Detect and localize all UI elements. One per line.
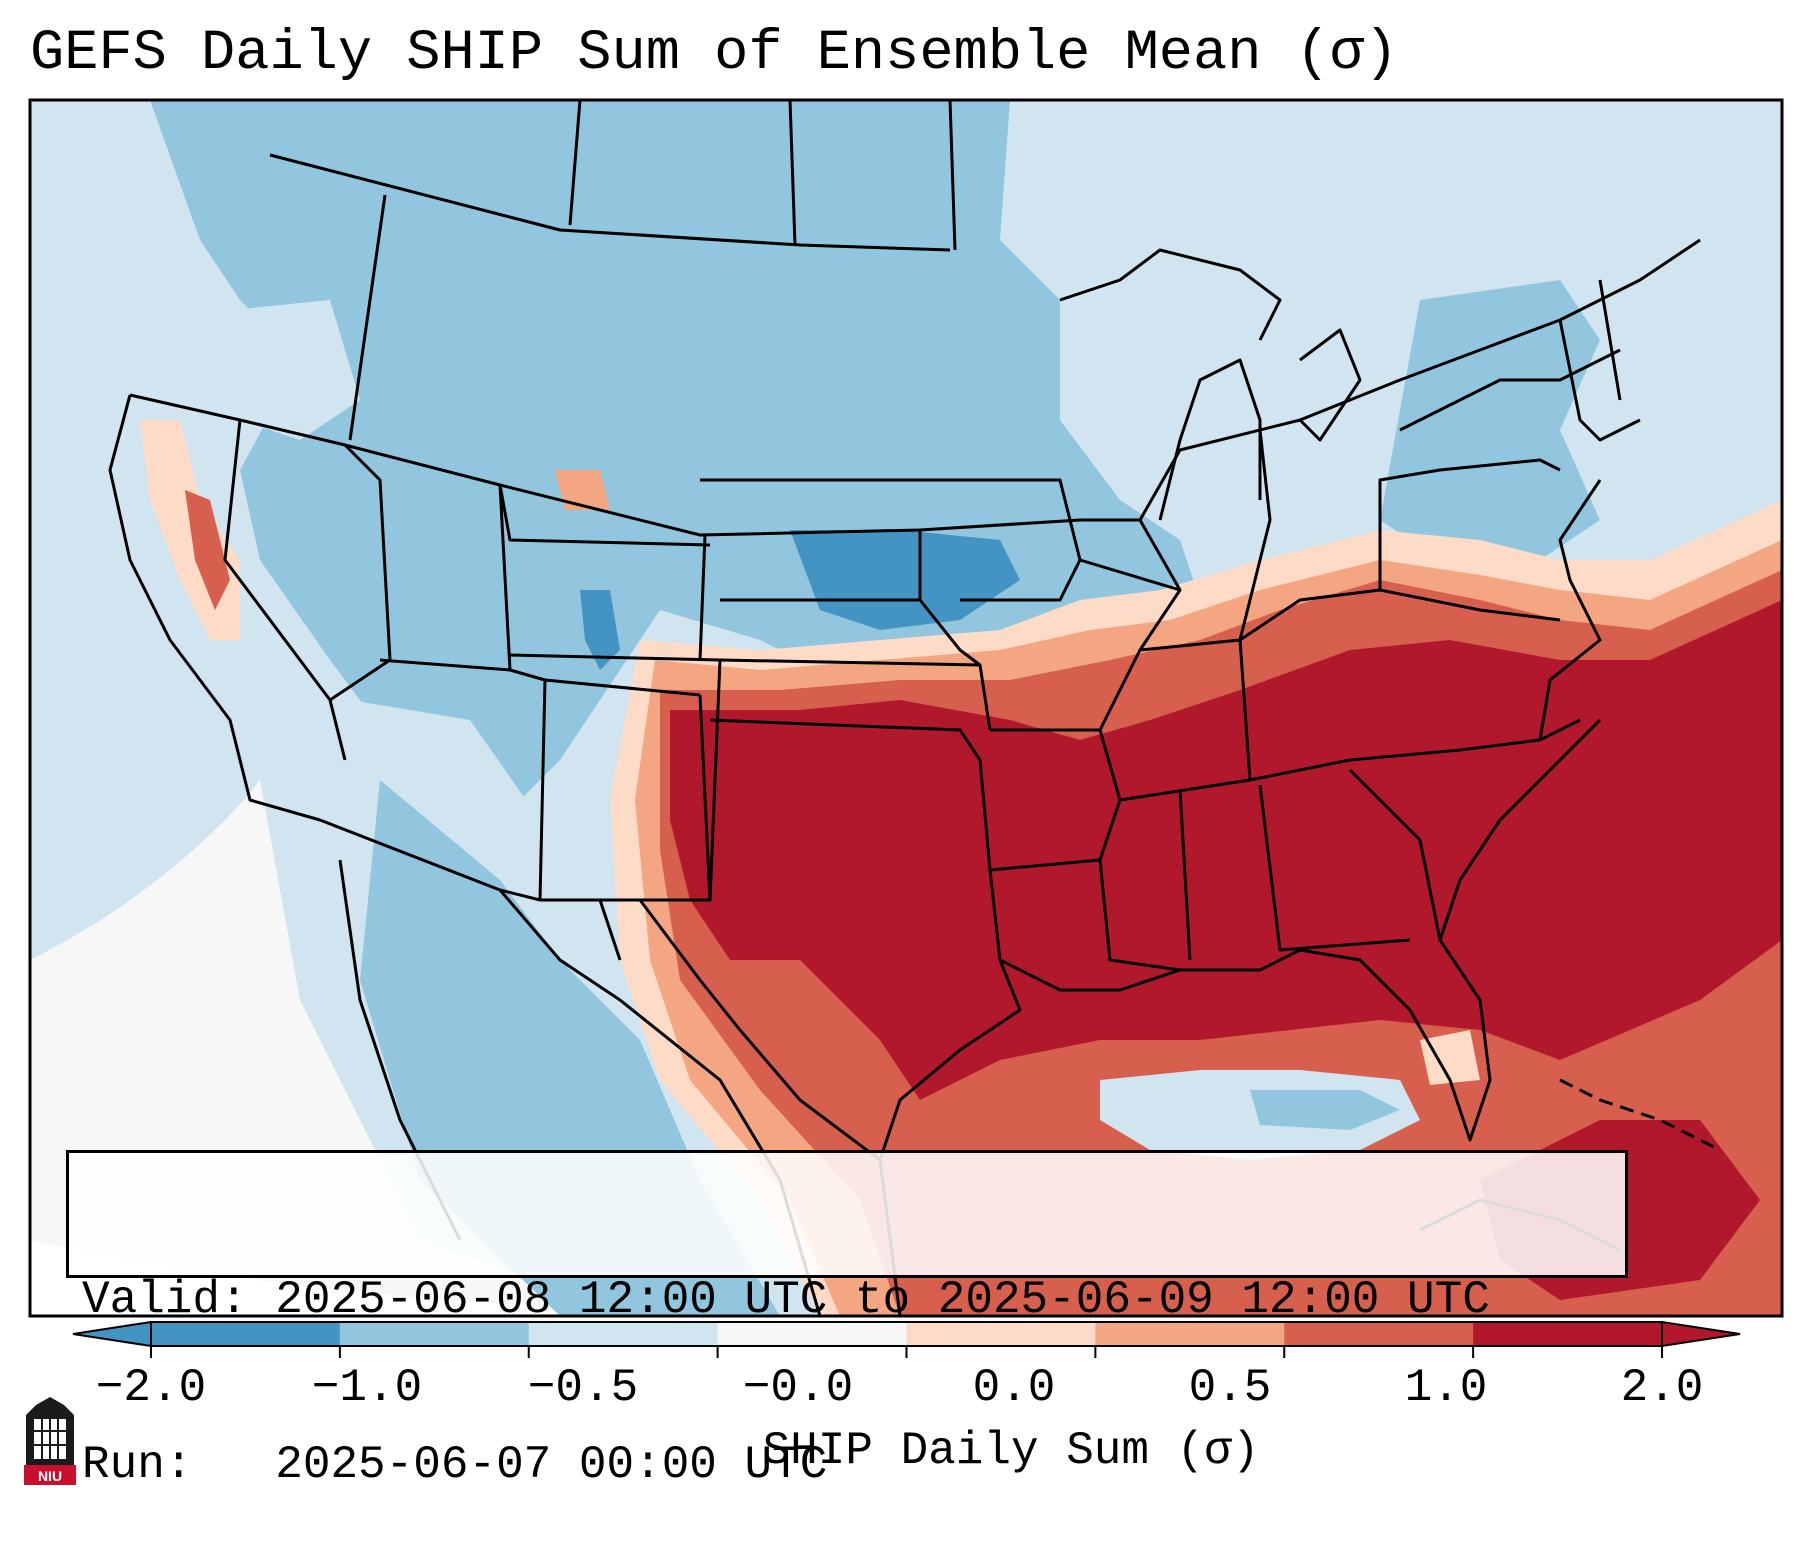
deep-south — [1098, 768, 1442, 972]
mid-atlantic-coast — [1538, 479, 1602, 741]
oklahoma-texas — [709, 718, 1002, 961]
neg-gulf-patch — [1250, 1090, 1400, 1130]
colorbar-segment — [906, 1322, 1096, 1346]
colorbar-extend-max — [1661, 1320, 1741, 1348]
colorbar-tick-label: 1.0 — [1404, 1362, 1488, 1414]
colorbar-segment — [1284, 1322, 1474, 1346]
colorbar-segment — [339, 1322, 530, 1346]
nevada-utah — [329, 443, 511, 702]
gulf-atlantic-coast — [999, 718, 1602, 1142]
montana-wyoming — [498, 484, 711, 661]
colorbar-label: SHIP Daily Sum (σ) — [762, 1425, 1260, 1477]
very-high-core — [670, 600, 1782, 1100]
canada-provinces — [568, 100, 957, 251]
niu-logo: NIU — [24, 1397, 76, 1485]
texas-west — [638, 694, 881, 1162]
neg-region-mid-atlantic — [1380, 280, 1600, 560]
colorbar-segment — [1473, 1322, 1663, 1346]
bc-alberta — [348, 194, 387, 441]
colorbar — [72, 1320, 1741, 1358]
colorbar-tick-label: −1.0 — [311, 1362, 423, 1414]
map-title: GEFS Daily SHIP Sum of Ensemble Mean (σ) — [30, 22, 1399, 86]
nebraska — [720, 598, 981, 667]
colorbar-tick-label: −0.0 — [742, 1362, 854, 1414]
pennsylvania — [1378, 458, 1561, 590]
indiana-ohio — [1238, 429, 1272, 781]
canada-line-1 — [269, 153, 951, 252]
pos-spot-wyoming — [555, 470, 610, 510]
light-neg-region-arizona — [350, 700, 540, 820]
light-pos-florida — [1420, 1030, 1480, 1085]
colorbar-segment — [717, 1322, 907, 1346]
high-region-california — [185, 490, 230, 610]
logo-text: NIU — [38, 1468, 62, 1484]
strong-neg-region-colorado — [580, 590, 620, 670]
valid-time-text: Valid: 2025-06-08 12:00 UTC to 2025-06-0… — [82, 1274, 1490, 1326]
california-nevada — [223, 419, 347, 761]
new-england — [1558, 279, 1641, 442]
run-time-text: Run: 2025-06-07 00:00 UTC — [82, 1439, 828, 1491]
map-frame — [28, 98, 1784, 1318]
michigan — [1298, 328, 1362, 442]
valid-run-info-box: Valid: 2025-06-08 12:00 UTC to 2025-06-0… — [66, 1150, 1628, 1491]
colorbar-tick-label: 2.0 — [1620, 1362, 1704, 1414]
lake-superior — [1059, 248, 1282, 341]
kentucky-virginia — [1139, 588, 1561, 652]
colorbar-tick-label: 0.0 — [972, 1362, 1056, 1414]
light-neg-region-canada-east — [1300, 100, 1600, 230]
four-corners — [540, 678, 701, 961]
colorbar-segment — [151, 1322, 341, 1346]
colorbar-tick-label: −2.0 — [95, 1362, 207, 1414]
tennessee-line — [1119, 718, 1581, 802]
colorbar-tick-label: 0.5 — [1188, 1362, 1272, 1414]
colorbar-segment — [1095, 1322, 1285, 1346]
bahamas — [1559, 1078, 1721, 1152]
pacific-coast — [108, 394, 321, 822]
projection-edge-bottom — [30, 1240, 900, 1316]
boundaries — [108, 100, 1721, 1316]
missouri-iowa — [1079, 519, 1182, 731]
strong-neg-region-nebraska — [790, 530, 1020, 630]
colorbar-segment — [528, 1322, 719, 1346]
colorbar-tick-label: −0.5 — [527, 1362, 639, 1414]
light-neg-region-oregon — [230, 300, 360, 440]
lake-michigan — [1158, 358, 1262, 521]
map-area — [30, 100, 1782, 1316]
lake-ontario — [1399, 348, 1621, 432]
